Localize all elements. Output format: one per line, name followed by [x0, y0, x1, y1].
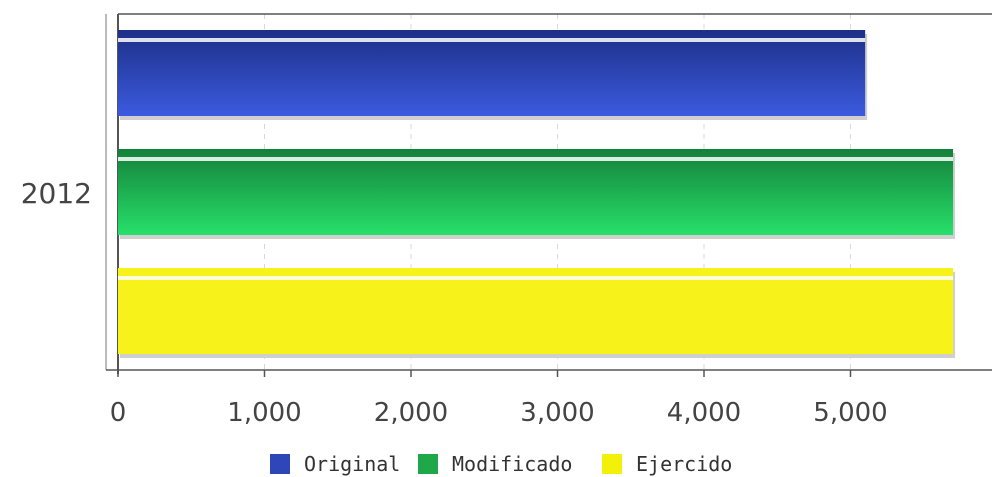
- legend-label-original: Original: [304, 452, 400, 476]
- legend-swatch-original: [270, 454, 290, 474]
- bar-highlight: [118, 276, 954, 280]
- x-tick-label: 5,000: [813, 398, 887, 428]
- bar-highlight: [118, 157, 954, 161]
- bar-highlight: [118, 38, 866, 42]
- legend-label-ejercido: Ejercido: [636, 452, 732, 476]
- x-tick-label: 0: [110, 398, 127, 428]
- category-label: 2012: [21, 177, 92, 210]
- bar-ejercido: [118, 268, 954, 354]
- legend-swatch-modificado: [418, 454, 438, 474]
- category-labels: 2012: [21, 177, 92, 210]
- x-tick-label: 4,000: [667, 398, 741, 428]
- legend-label-modificado: Modificado: [452, 452, 572, 476]
- x-tick-label: 1,000: [227, 398, 301, 428]
- bar-original: [118, 30, 866, 116]
- x-tick-label: 2,000: [374, 398, 448, 428]
- x-tick-label: 3,000: [520, 398, 594, 428]
- bar-modificado: [118, 149, 954, 235]
- x-tick-labels: 0 1,000 2,000 3,000 4,000 5,000: [110, 398, 888, 428]
- legend-swatch-ejercido: [602, 454, 622, 474]
- legend: Original Modificado Ejercido: [270, 452, 732, 476]
- bars: [118, 30, 956, 358]
